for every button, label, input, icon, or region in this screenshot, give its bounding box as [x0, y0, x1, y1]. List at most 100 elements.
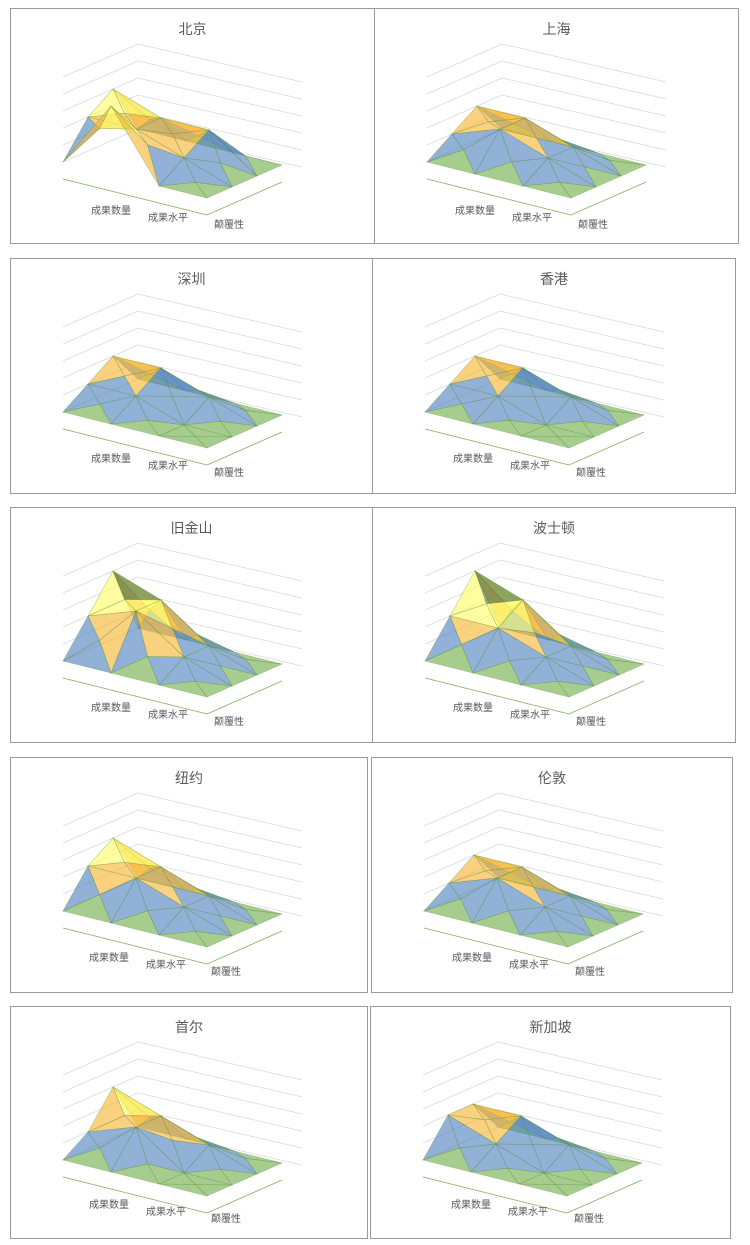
- surface-facet: [244, 409, 284, 427]
- axis-label-level: 成果水平: [148, 461, 188, 472]
- chart-title: 纽约: [175, 771, 203, 787]
- surface-facet: [208, 396, 246, 411]
- chart-panel-shenzhen: 深圳 成果数量 成果水平 颠覆性: [10, 258, 373, 494]
- axis-label-quantity: 成果数量: [89, 1200, 129, 1211]
- chart-title: 新加坡: [529, 1020, 572, 1036]
- chart-panel-shanghai: 上海 成果数量 成果水平 颠覆性: [374, 8, 739, 244]
- surface-plot: [62, 792, 303, 965]
- axis-label-disruption: 颠覆性: [576, 468, 606, 479]
- surface-facet: [520, 680, 570, 698]
- axis-label-level: 成果水平: [510, 461, 550, 472]
- gridline: [137, 1075, 303, 1115]
- gridline: [498, 860, 664, 900]
- gridline: [137, 94, 303, 134]
- gridline: [137, 327, 303, 367]
- axis-label-level: 成果水平: [512, 213, 552, 224]
- surface-facet: [471, 877, 509, 924]
- surface-facet: [424, 644, 474, 674]
- chart-title: 伦敦: [538, 771, 566, 787]
- gridline: [422, 1041, 499, 1076]
- surface-facet: [194, 181, 234, 199]
- gridline: [426, 94, 503, 129]
- surface-facet: [194, 680, 234, 698]
- gridline: [498, 792, 664, 832]
- axis-label-disruption: 颠覆性: [214, 220, 244, 231]
- axis-label-level: 成果水平: [148, 213, 188, 224]
- gridline: [424, 344, 501, 379]
- chart-title: 香港: [540, 272, 568, 288]
- surface-facet: [62, 894, 112, 924]
- surface-facet: [158, 1183, 208, 1197]
- gridline: [137, 593, 303, 633]
- gridline: [62, 826, 139, 861]
- surface-facet: [135, 877, 185, 912]
- surface-facet: [194, 930, 234, 948]
- surface-facet: [110, 105, 160, 187]
- surface-facet: [570, 396, 620, 427]
- surface-facet: [62, 105, 112, 163]
- surface-facet: [208, 645, 246, 660]
- surface-plot: [422, 792, 664, 965]
- gridline: [137, 809, 303, 849]
- gridline: [137, 1092, 303, 1132]
- gridline: [424, 327, 501, 362]
- surface-facet: [158, 656, 196, 686]
- gridline: [501, 43, 667, 83]
- surface-facet: [233, 901, 283, 915]
- gridline: [137, 111, 303, 151]
- surface-facet: [87, 1126, 137, 1149]
- axis-label-disruption: 颠覆性: [578, 220, 608, 231]
- surface-facet: [474, 128, 512, 175]
- floor-edge: [424, 428, 645, 466]
- gridline: [62, 77, 139, 112]
- gridline: [62, 792, 139, 827]
- surface-facet: [135, 395, 185, 426]
- axis-label-quantity: 成果数量: [91, 206, 131, 217]
- gridline: [62, 293, 139, 328]
- surface-facet: [543, 1144, 581, 1174]
- surface-facet: [219, 1168, 259, 1186]
- axis-label-quantity: 成果数量: [91, 703, 131, 714]
- gridline: [62, 559, 139, 594]
- surface-facet: [470, 910, 521, 936]
- surface-facet: [519, 906, 557, 936]
- gridline: [137, 60, 303, 100]
- surface-facet: [570, 645, 608, 660]
- gridline: [423, 826, 500, 861]
- gridline: [137, 1041, 303, 1081]
- gridline: [499, 542, 665, 582]
- surface-facet: [158, 906, 196, 936]
- surface-facet: [219, 420, 259, 438]
- surface-plot: [62, 542, 303, 715]
- surface-facet: [62, 1131, 100, 1161]
- axis-label-level: 成果水平: [146, 1207, 186, 1218]
- axis-label-level: 成果水平: [508, 1207, 548, 1218]
- gridline: [422, 1075, 499, 1110]
- surface-facet: [597, 152, 647, 166]
- gridline: [499, 593, 665, 633]
- surface-facet: [109, 910, 160, 936]
- surface-facet: [448, 877, 498, 900]
- surface-plot: [61, 1041, 303, 1214]
- gridline: [137, 542, 303, 582]
- floor-edge: [62, 1176, 283, 1214]
- gridline: [62, 1075, 139, 1110]
- surface-facet: [555, 930, 595, 948]
- gridline: [137, 843, 303, 883]
- axis-label-disruption: 颠覆性: [574, 1214, 604, 1225]
- surface-facet: [572, 146, 610, 161]
- gridline: [62, 310, 139, 345]
- surface-facet: [110, 656, 160, 686]
- surface-facet: [568, 1144, 606, 1159]
- gridline: [501, 77, 667, 117]
- surface-facet: [426, 133, 464, 163]
- floor-edge: [426, 178, 647, 216]
- surface-facet: [522, 157, 560, 187]
- axis-label-quantity: 成果数量: [89, 953, 129, 964]
- axis-label-disruption: 颠覆性: [575, 967, 605, 978]
- floor-edge: [62, 428, 283, 466]
- gridline: [62, 128, 139, 163]
- surface-facet: [544, 906, 594, 937]
- axis-label-level: 成果水平: [146, 960, 186, 971]
- surface-facet: [183, 396, 221, 426]
